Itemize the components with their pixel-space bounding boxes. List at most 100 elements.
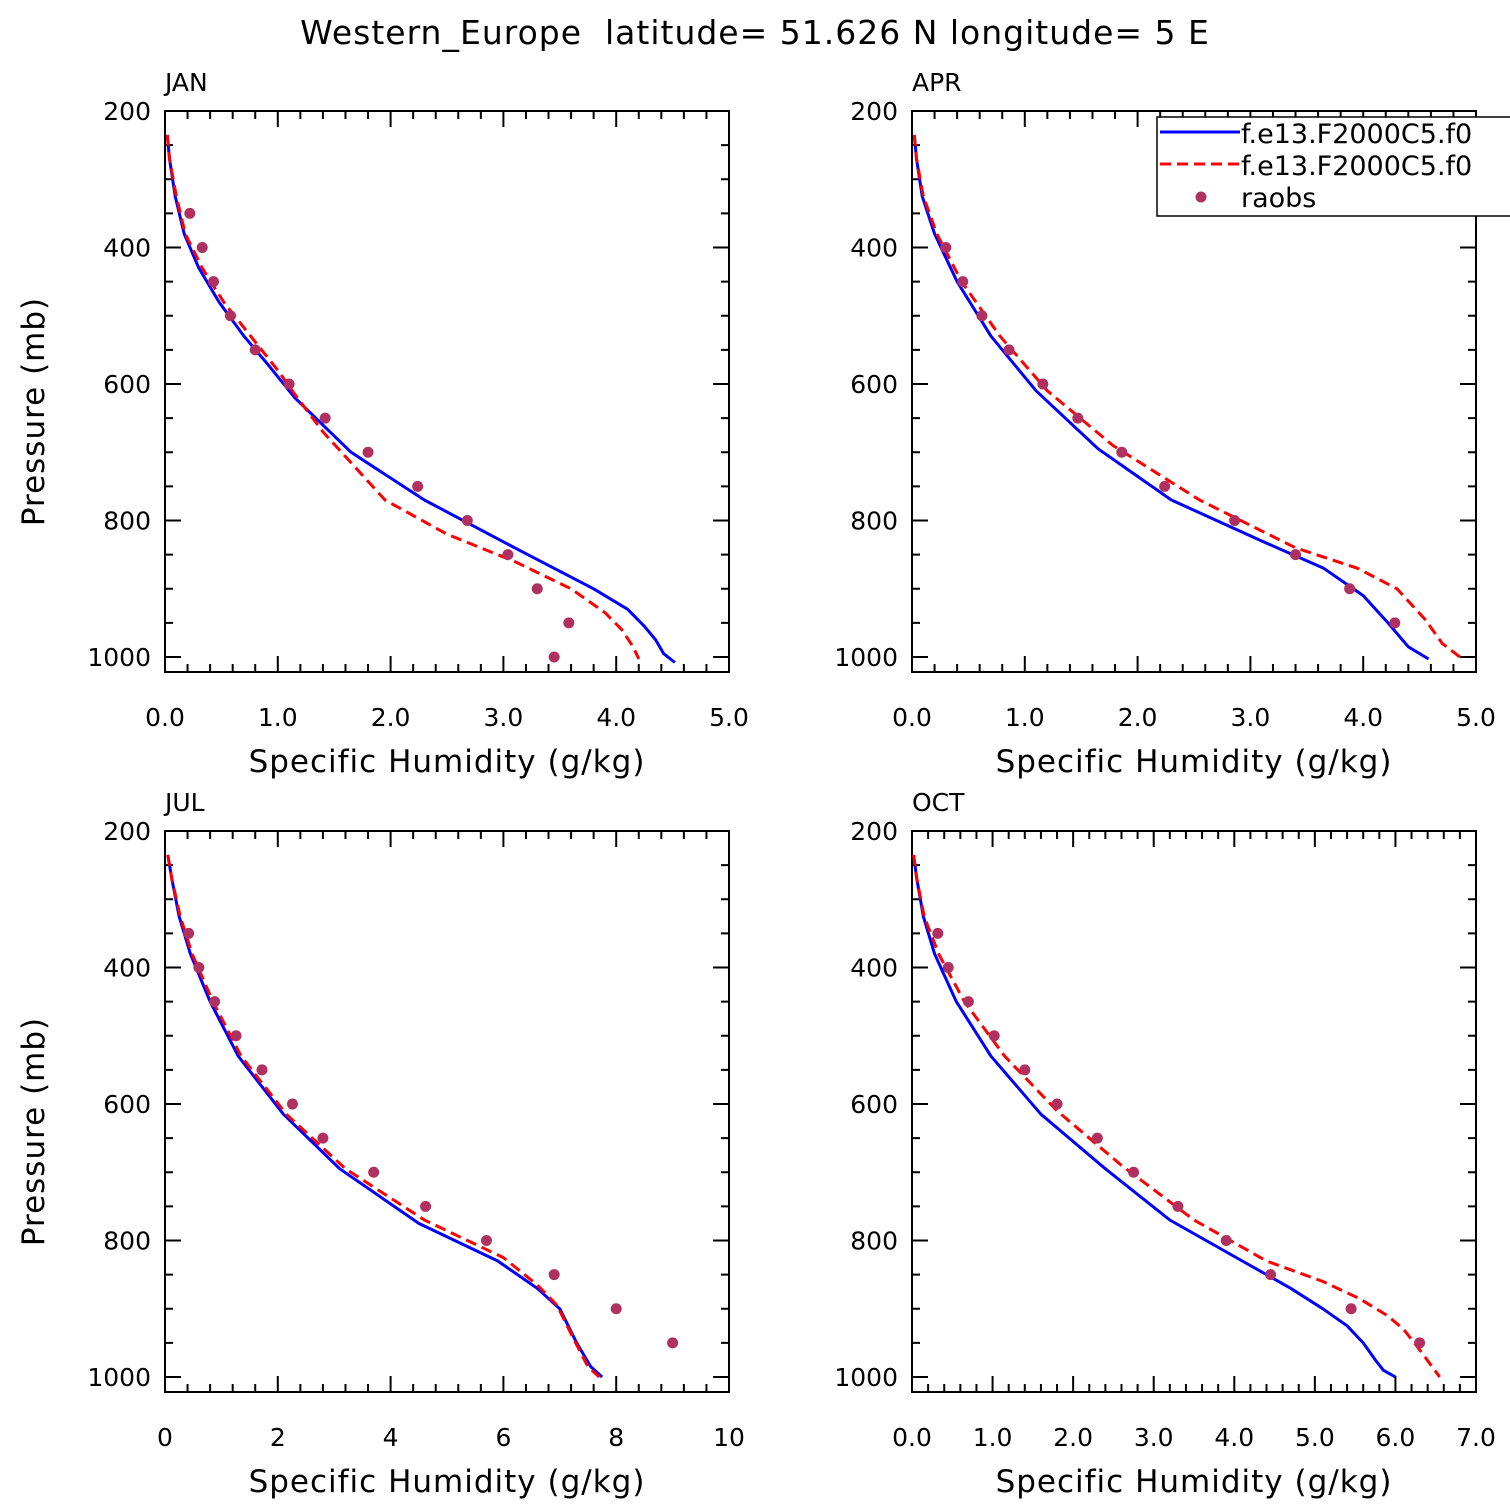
y-tick-label: 800 xyxy=(103,1227,151,1256)
panel-jul: JUL 200 400 600 800 1000 0 2 4 6 8 10 Specific Humid… xyxy=(16,788,745,1500)
y-tick-label: 1000 xyxy=(87,643,151,672)
raobs-point xyxy=(1128,1166,1140,1178)
x-axis-label: Specific Humidity (g/kg) xyxy=(249,744,646,780)
x-axis-label: Specific Humidity (g/kg) xyxy=(996,1464,1393,1500)
y-tick-label: 1000 xyxy=(834,1363,898,1392)
raobs-point xyxy=(196,242,208,253)
y-tick-label: 400 xyxy=(103,954,151,983)
raobs-point xyxy=(184,207,196,219)
x-tick-label: 2.0 xyxy=(1118,703,1158,732)
raobs-point xyxy=(1229,515,1241,526)
panels: JAN 200 400 600 800 1000 0.0 1.0 2.0 3.0 4.0 5.0 Spe… xyxy=(16,68,1496,1500)
raobs-point xyxy=(1389,617,1401,629)
x-tick-label: 3.0 xyxy=(1231,703,1271,732)
y-tick-label: 200 xyxy=(103,817,151,846)
raobs-point xyxy=(667,1337,679,1349)
raobs-point xyxy=(531,583,543,595)
x-tick-label: 3.0 xyxy=(484,703,524,732)
x-tick-label: 6.0 xyxy=(1376,1423,1416,1452)
y-tick-label: 600 xyxy=(850,1090,898,1119)
x-tick-label: 0 xyxy=(157,1423,173,1452)
x-tick-label: 4.0 xyxy=(596,703,636,732)
raobs-point xyxy=(548,1269,560,1281)
raobs-point xyxy=(1344,583,1356,595)
figure-title: Western_Europe latitude= 51.626 N longit… xyxy=(300,13,1210,52)
y-axis-label: Pressure (mb) xyxy=(16,1017,52,1246)
x-tick-label: 1.0 xyxy=(258,703,298,732)
x-tick-label: 5.0 xyxy=(709,703,749,732)
x-tick-label: 3.0 xyxy=(1134,1423,1174,1452)
raobs-point xyxy=(976,310,988,322)
raobs-point xyxy=(1051,1098,1063,1110)
model2-line xyxy=(912,854,1441,1378)
raobs-point xyxy=(932,927,944,939)
plot-frame xyxy=(164,830,730,1393)
raobs-point xyxy=(940,242,952,253)
raobs-point xyxy=(962,996,974,1008)
y-tick-label: 600 xyxy=(850,370,898,399)
raobs-point xyxy=(1072,412,1084,424)
raobs-point xyxy=(480,1235,492,1246)
y-tick-label: 200 xyxy=(850,817,898,846)
raobs-point xyxy=(1091,1132,1103,1144)
y-tick-label: 600 xyxy=(103,370,151,399)
raobs-point xyxy=(209,996,221,1008)
raobs-point xyxy=(1019,1064,1031,1076)
raobs-point xyxy=(957,276,969,288)
x-tick-label: 5.0 xyxy=(1295,1423,1335,1452)
raobs-point xyxy=(1003,344,1015,356)
model2-line xyxy=(166,854,601,1379)
y-tick-label: 1000 xyxy=(87,1363,151,1392)
raobs-point xyxy=(317,1132,329,1144)
legend-label: f.e13.F2000C5.f0 xyxy=(1241,151,1472,182)
raobs-point xyxy=(1414,1337,1426,1349)
model2-line xyxy=(165,134,641,660)
raobs-point xyxy=(193,962,205,973)
y-tick-label: 400 xyxy=(850,234,898,263)
raobs-point xyxy=(412,480,424,492)
raobs-point xyxy=(1116,446,1128,458)
raobs-point xyxy=(230,1030,242,1042)
raobs-point xyxy=(988,1030,1000,1042)
x-tick-label: 2.0 xyxy=(371,703,411,732)
x-tick-label: 0.0 xyxy=(892,1423,932,1452)
x-axis-label: Specific Humidity (g/kg) xyxy=(249,1464,646,1500)
panel-jan: JAN 200 400 600 800 1000 0.0 1.0 2.0 3.0 4.0 5.0 Spe… xyxy=(16,68,749,780)
x-tick-label: 10 xyxy=(713,1423,745,1452)
raobs-point xyxy=(548,651,560,663)
model2-line xyxy=(912,134,1464,661)
raobs-point xyxy=(1220,1235,1232,1246)
raobs-point xyxy=(563,617,575,629)
plot-frame xyxy=(911,110,1477,673)
panel-oct: OCT 200 400 600 800 1000 0.0 1.0 2.0 3.0 4.0 5.0 6.0… xyxy=(834,788,1496,1500)
raobs-point xyxy=(183,927,195,939)
x-tick-label: 5.0 xyxy=(1456,703,1496,732)
y-tick-label: 800 xyxy=(850,507,898,536)
y-tick-label: 400 xyxy=(103,234,151,263)
model1-line xyxy=(166,854,604,1379)
raobs-point xyxy=(1159,480,1171,492)
x-tick-label: 2 xyxy=(270,1423,286,1452)
y-tick-label: 600 xyxy=(103,1090,151,1119)
raobs-point xyxy=(319,412,331,424)
x-tick-label: 7.0 xyxy=(1456,1423,1496,1452)
panel-label: OCT xyxy=(912,788,965,817)
raobs-point xyxy=(256,1064,268,1076)
legend-marker xyxy=(1195,191,1207,203)
y-tick-label: 800 xyxy=(103,507,151,536)
plot-frame xyxy=(164,110,730,673)
raobs-point xyxy=(1172,1200,1184,1212)
x-tick-label: 1.0 xyxy=(973,1423,1013,1452)
model1-line xyxy=(165,134,676,664)
raobs-point xyxy=(420,1200,432,1212)
raobs-point xyxy=(362,446,374,458)
y-tick-label: 800 xyxy=(850,1227,898,1256)
x-tick-label: 4.0 xyxy=(1343,703,1383,732)
plot-frame xyxy=(911,830,1477,1393)
x-tick-label: 4.0 xyxy=(1214,1423,1254,1452)
panel-label: APR xyxy=(912,68,962,97)
x-axis-label: Specific Humidity (g/kg) xyxy=(996,744,1393,780)
x-tick-label: 0.0 xyxy=(892,703,932,732)
